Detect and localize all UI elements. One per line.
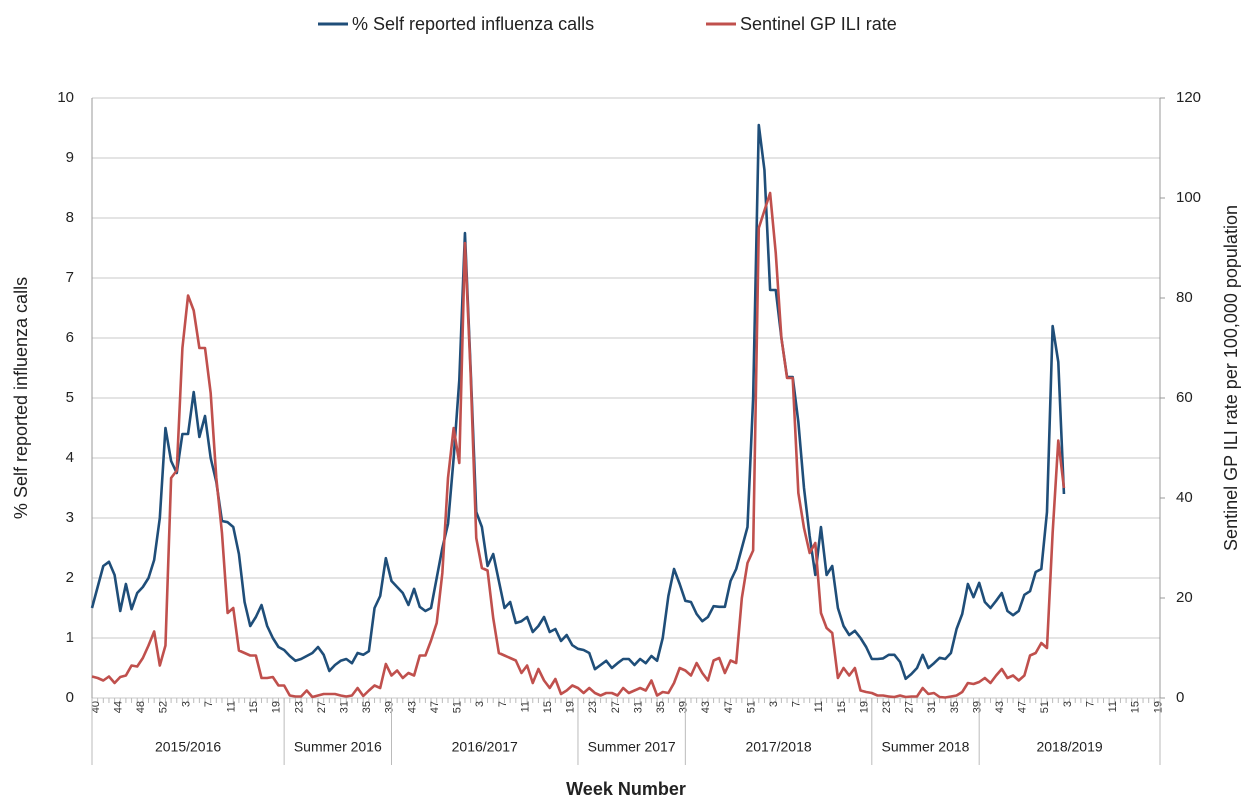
x-tick-label: 3 [768, 701, 780, 707]
x-tick-label: 11 [813, 701, 825, 712]
x-tick-label: 23 [881, 701, 893, 713]
y-axis-title: % Self reported influenza calls [11, 277, 31, 519]
x-tick-label: 15 [1130, 701, 1142, 713]
x-tick-label: 11 [226, 701, 238, 712]
group-label: Summer 2018 [882, 739, 970, 755]
y2-tick-label: 120 [1176, 89, 1201, 106]
x-tick-label: 44 [113, 701, 125, 713]
y-tick-label: 7 [66, 269, 74, 286]
y2-tick-label: 100 [1176, 189, 1201, 206]
x-tick-label: 47 [723, 701, 735, 713]
x-tick-label: 19 [858, 701, 870, 713]
x-tick-label: 35 [949, 701, 961, 713]
y-tick-label: 10 [57, 89, 74, 106]
y-tick-label: 0 [66, 689, 74, 706]
group-label: 2016/2017 [452, 739, 518, 755]
x-tick-label: 19 [565, 701, 577, 713]
x-tick-label: 51 [745, 701, 757, 713]
x-tick-label: 15 [542, 701, 554, 713]
x-tick-label: 47 [429, 701, 441, 713]
x-tick-label: 43 [406, 701, 418, 713]
x-tick-label: 15 [836, 701, 848, 713]
x-tick-label: 48 [135, 701, 147, 713]
x-tick-label: 31 [339, 701, 351, 713]
x-tick-label: 51 [1039, 701, 1051, 713]
group-label: Summer 2016 [294, 739, 382, 755]
group-label: 2018/2019 [1036, 739, 1102, 755]
x-tick-label: 31 [926, 701, 938, 713]
x-tick-label: 7 [203, 701, 215, 707]
x-tick-label: 35 [655, 701, 667, 713]
y-tick-label: 2 [66, 569, 74, 586]
y2-tick-label: 60 [1176, 389, 1193, 406]
x-tick-label: 3 [474, 701, 486, 707]
y2-tick-label: 0 [1176, 689, 1184, 706]
x-tick-label: 27 [316, 701, 328, 713]
x-tick-label: 15 [248, 701, 260, 713]
x-tick-label: 31 [632, 701, 644, 713]
x-tick-label: 11 [1107, 701, 1119, 712]
x-tick-label: 19 [271, 701, 283, 713]
group-label: 2017/2018 [745, 739, 811, 755]
x-tick-label: 39 [678, 701, 690, 713]
group-label: Summer 2017 [588, 739, 676, 755]
x-tick-label: 39 [384, 701, 396, 713]
x-tick-label: 11 [519, 701, 531, 712]
x-tick-label: 43 [700, 701, 712, 713]
y-tick-label: 8 [66, 209, 74, 226]
group-label: 2015/2016 [155, 739, 221, 755]
x-tick-label: 27 [610, 701, 622, 713]
x-tick-label: 27 [904, 701, 916, 713]
y-tick-label: 4 [66, 449, 74, 466]
legend-label: % Self reported influenza calls [352, 14, 594, 34]
x-tick-label: 52 [158, 701, 170, 713]
series-line [90, 123, 1066, 681]
y2-tick-label: 80 [1176, 289, 1193, 306]
x-tick-label: 51 [452, 701, 464, 713]
y-tick-label: 9 [66, 149, 74, 166]
x-tick-label: 3 [1062, 701, 1074, 707]
y-tick-label: 1 [66, 629, 74, 646]
y2-axis-title: Sentinel GP ILI rate per 100,000 populat… [1221, 205, 1241, 551]
y2-tick-label: 20 [1176, 589, 1193, 606]
y-tick-label: 5 [66, 389, 74, 406]
x-tick-label: 23 [587, 701, 599, 713]
x-tick-label: 7 [791, 701, 803, 707]
x-tick-label: 19 [1152, 701, 1164, 713]
x-tick-label: 43 [994, 701, 1006, 713]
x-tick-label: 3 [180, 701, 192, 707]
series-line [91, 191, 1066, 699]
y2-tick-label: 40 [1176, 489, 1193, 506]
x-axis-title: Week Number [566, 779, 686, 799]
x-tick-label: 7 [1084, 701, 1096, 707]
y-tick-label: 6 [66, 329, 74, 346]
legend-label: Sentinel GP ILI rate [740, 14, 897, 34]
x-tick-label: 7 [497, 701, 509, 707]
x-tick-label: 39 [971, 701, 983, 713]
x-tick-label: 23 [293, 701, 305, 713]
x-tick-label: 47 [1017, 701, 1029, 713]
x-tick-label: 35 [361, 701, 373, 713]
x-tick-label: 40 [90, 701, 102, 713]
y-tick-label: 3 [66, 509, 74, 526]
